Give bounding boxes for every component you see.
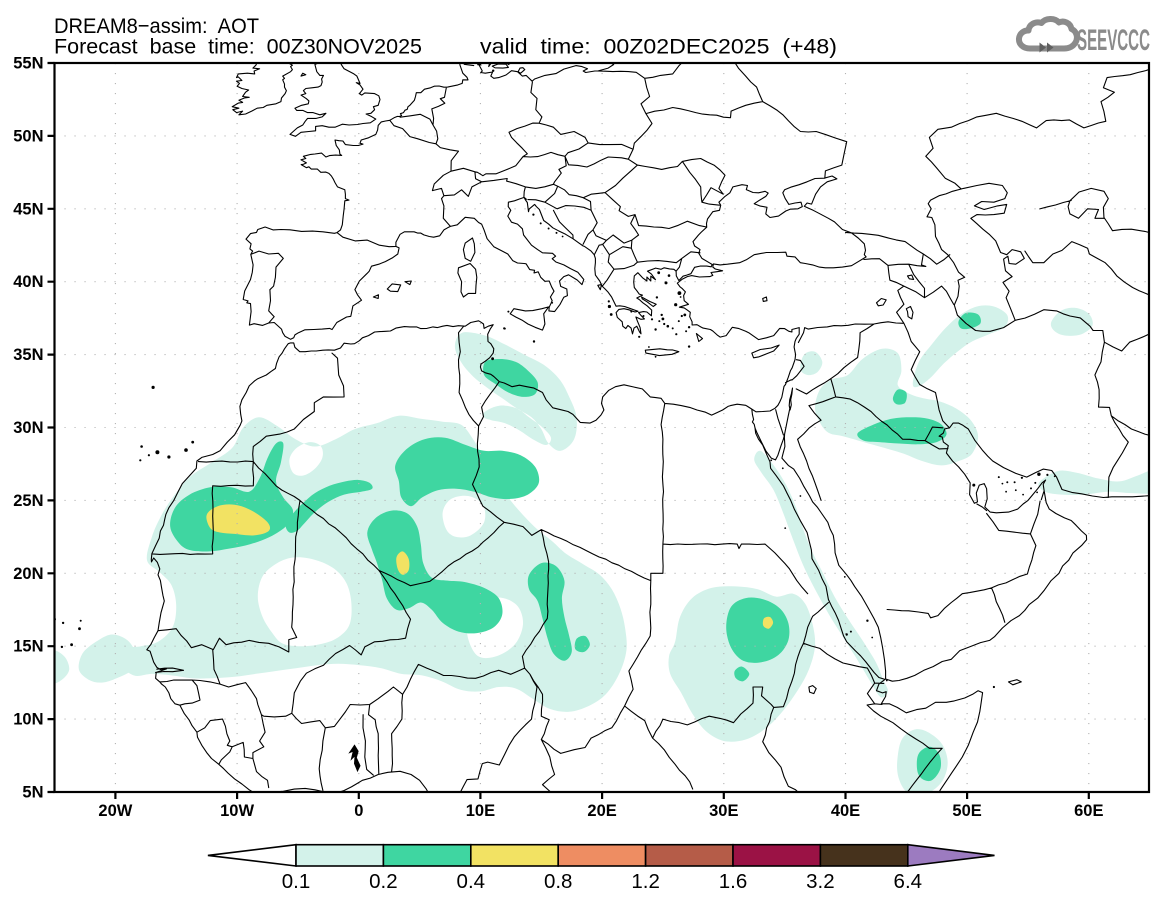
svg-text:Forecast base time: 00Z30NOV20: Forecast base time: 00Z30NOV2025 — [54, 35, 422, 59]
svg-text:SEEVCCC: SEEVCCC — [1077, 24, 1150, 57]
svg-text:40E: 40E — [831, 802, 860, 820]
svg-text:30N: 30N — [13, 419, 43, 437]
svg-text:1.6: 1.6 — [719, 870, 748, 893]
svg-text:50N: 50N — [13, 127, 43, 145]
svg-text:5N: 5N — [22, 784, 43, 802]
svg-text:40N: 40N — [13, 273, 43, 291]
svg-text:1.2: 1.2 — [631, 870, 660, 893]
svg-text:6.4: 6.4 — [894, 870, 923, 893]
svg-text:10W: 10W — [220, 802, 254, 820]
svg-text:20N: 20N — [13, 565, 43, 583]
svg-text:45N: 45N — [13, 200, 43, 218]
svg-text:valid time: 00Z02DEC2025 (+48): valid time: 00Z02DEC2025 (+48) — [480, 35, 837, 59]
svg-text:0: 0 — [354, 802, 363, 820]
svg-text:25N: 25N — [13, 492, 43, 510]
svg-text:10E: 10E — [466, 802, 495, 820]
svg-text:DREAM8−assim: AOT: DREAM8−assim: AOT — [54, 14, 259, 38]
svg-text:0.8: 0.8 — [544, 870, 573, 893]
svg-text:10N: 10N — [13, 711, 43, 729]
svg-text:0.4: 0.4 — [457, 870, 486, 893]
svg-text:35N: 35N — [13, 346, 43, 364]
svg-text:30E: 30E — [709, 802, 738, 820]
svg-text:20E: 20E — [587, 802, 616, 820]
svg-text:0.1: 0.1 — [282, 870, 311, 893]
svg-text:0.2: 0.2 — [369, 870, 398, 893]
svg-text:3.2: 3.2 — [806, 870, 835, 893]
svg-text:15N: 15N — [13, 638, 43, 656]
svg-text:60E: 60E — [1074, 802, 1103, 820]
svg-text:20W: 20W — [98, 802, 132, 820]
svg-text:55N: 55N — [13, 55, 43, 73]
svg-text:50E: 50E — [952, 802, 981, 820]
